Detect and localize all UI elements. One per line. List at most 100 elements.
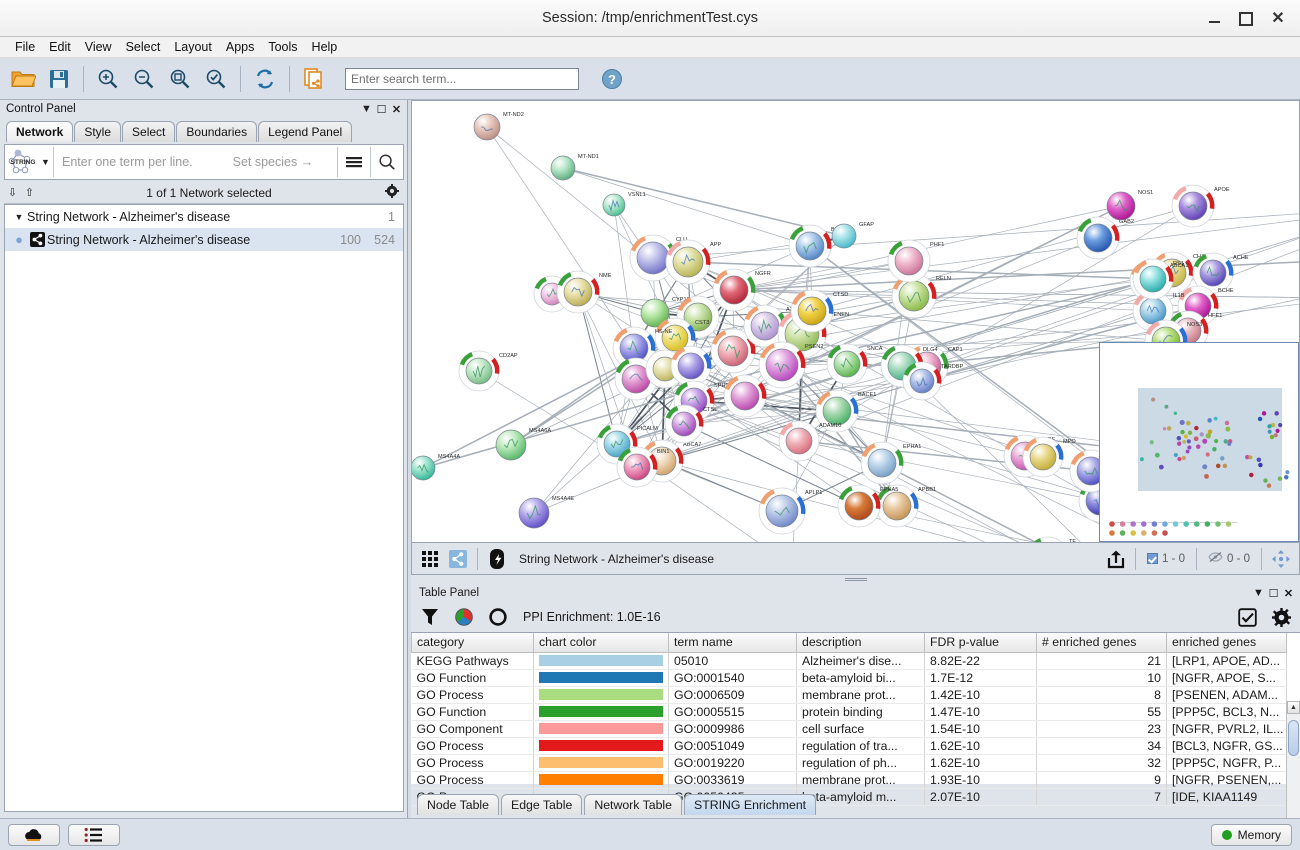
help-icon[interactable]: ?: [595, 62, 629, 96]
node-circle[interactable]: [1106, 191, 1136, 221]
string-dropdown-caret-icon[interactable]: ▼: [41, 157, 50, 167]
network-canvas[interactable]: MT-ND2 MT-ND1 VSNL1 CD2AP MS4A4A MS4A6A MS4A4E…: [412, 101, 1299, 542]
network-node[interactable]: APLP1: [758, 487, 822, 535]
column-header-fdr-pvalue[interactable]: FDR p-value: [924, 633, 1037, 653]
network-node[interactable]: APP: [665, 239, 721, 285]
network-node[interactable]: GFAP: [831, 222, 874, 249]
network-node[interactable]: APOE: [1171, 184, 1230, 228]
network-node[interactable]: TF: [1027, 536, 1076, 542]
expand-twisty-icon[interactable]: ▼: [14, 211, 24, 222]
grid-layout-icon[interactable]: [416, 546, 444, 572]
column-header-description[interactable]: description: [796, 633, 925, 653]
network-minimap[interactable]: [1099, 342, 1299, 542]
select-all-checkbox-icon[interactable]: [1234, 604, 1260, 630]
close-button[interactable]: ✕: [1271, 9, 1285, 27]
node-circle[interactable]: [1029, 443, 1057, 471]
node-circle[interactable]: [765, 348, 799, 382]
table-float-icon[interactable]: ☐: [1268, 587, 1279, 600]
node-circle[interactable]: [672, 246, 704, 278]
network-node[interactable]: EPHA5: [837, 484, 898, 528]
network-node[interactable]: ADAM10: [778, 420, 841, 462]
network-node[interactable]: RELN: [891, 273, 951, 319]
table-row[interactable]: GO Process GO:0051049 regulation of tra...…: [411, 737, 1287, 755]
network-node[interactable]: NOTCH1: [723, 374, 789, 418]
table-chevron-down-icon[interactable]: ▼: [1253, 587, 1264, 599]
network-node[interactable]: VSNL1: [602, 192, 646, 217]
donut-chart-icon[interactable]: [485, 604, 511, 630]
network-node[interactable]: MS4A4E: [518, 496, 574, 529]
table-row[interactable]: GO Process GO:0033619 membrane prot... 1.93…: [411, 771, 1287, 789]
node-circle[interactable]: [1083, 223, 1113, 253]
network-node[interactable]: MAPT: [710, 328, 771, 374]
node-circle[interactable]: [719, 275, 749, 305]
column-header-chart-color[interactable]: chart color: [533, 633, 669, 653]
tree-row-network[interactable]: ● String Network - Alzheimer's disease 1…: [5, 228, 403, 251]
node-circle[interactable]: [882, 491, 912, 521]
network-node[interactable]: EPHA1: [860, 441, 921, 485]
string-query-input[interactable]: Enter one term per line. Set species →: [54, 155, 337, 169]
column-header-enriched-genes[interactable]: enriched genes: [1166, 633, 1287, 653]
tab-style[interactable]: Style: [74, 121, 122, 142]
network-node[interactable]: PSEN2: [758, 341, 823, 389]
tab-network-table[interactable]: Network Table: [584, 794, 683, 815]
node-circle[interactable]: [785, 427, 813, 455]
zoom-in-icon[interactable]: [91, 62, 125, 96]
node-circle[interactable]: [683, 302, 713, 332]
menu-tools[interactable]: Tools: [268, 40, 298, 54]
network-node[interactable]: MT-ND2: [473, 112, 524, 141]
export-network-icon[interactable]: [297, 62, 331, 96]
network-node[interactable]: CYP19A1: [640, 297, 697, 328]
float-panel-icon[interactable]: ☐: [376, 103, 387, 116]
node-circle[interactable]: [844, 491, 874, 521]
node-circle[interactable]: [636, 241, 670, 275]
collapse-all-icon[interactable]: ⇩: [7, 187, 18, 199]
node-circle[interactable]: [623, 453, 651, 481]
zoom-fit-icon[interactable]: [163, 62, 197, 96]
node-circle[interactable]: [640, 298, 670, 328]
tab-node-table[interactable]: Node Table: [417, 794, 499, 815]
task-list-icon[interactable]: [68, 823, 120, 846]
table-row[interactable]: GO Function GO:0005515 protein binding 1.47…: [411, 703, 1287, 721]
network-share-icon[interactable]: [444, 546, 472, 572]
network-node[interactable]: PHF1: [887, 239, 944, 283]
menu-edit[interactable]: Edit: [49, 40, 71, 54]
settings-gear-icon[interactable]: [1268, 604, 1294, 630]
hamburger-icon[interactable]: [338, 145, 370, 179]
zoom-selected-icon[interactable]: [199, 62, 233, 96]
network-node[interactable]: TARDBP: [902, 361, 964, 401]
column-header-term-name[interactable]: term name: [668, 633, 797, 653]
tree-row-root[interactable]: ▼ String Network - Alzheimer's disease 1: [5, 205, 403, 228]
table-row[interactable]: GO Component GO:0009986 cell surface 1.54E-…: [411, 720, 1287, 738]
chevron-down-icon[interactable]: ▼: [361, 103, 372, 115]
network-node[interactable]: SNCA: [826, 343, 883, 385]
maximize-button[interactable]: [1230, 5, 1262, 33]
zoom-out-icon[interactable]: [127, 62, 161, 96]
refresh-icon[interactable]: [248, 62, 282, 96]
network-node[interactable]: CTSL: [664, 404, 717, 444]
network-node[interactable]: MS4A6A: [495, 428, 551, 461]
scrollbar-thumb[interactable]: [1288, 720, 1299, 756]
table-row[interactable]: GO Function GO:0001540 beta-amyloid bi... 1…: [411, 669, 1287, 687]
column-header-enriched-count[interactable]: # enriched genes: [1036, 633, 1167, 653]
search-input[interactable]: Enter search term...: [345, 67, 579, 90]
search-icon[interactable]: [371, 145, 403, 179]
minimize-button[interactable]: [1198, 5, 1230, 33]
network-node[interactable]: MS4A4A: [412, 454, 460, 481]
menu-help[interactable]: Help: [311, 40, 338, 54]
network-node[interactable]: MT-ND1: [550, 154, 599, 181]
menu-layout[interactable]: Layout: [174, 40, 212, 54]
save-icon[interactable]: [42, 62, 76, 96]
export-image-icon[interactable]: [1102, 546, 1130, 572]
node-circle[interactable]: [717, 335, 749, 367]
node-circle[interactable]: [831, 223, 857, 249]
cloud-icon[interactable]: [8, 823, 60, 846]
close-panel-icon[interactable]: ✕: [391, 103, 402, 116]
table-row[interactable]: KEGG Pathways 05010 Alzheimer's dise... 8.8…: [411, 652, 1287, 670]
open-folder-icon[interactable]: [6, 62, 40, 96]
node-circle[interactable]: [822, 396, 852, 426]
enrichment-table[interactable]: category chart color term name descripti…: [411, 632, 1300, 833]
menu-view[interactable]: View: [84, 40, 112, 54]
network-node[interactable]: BACE1: [815, 389, 876, 433]
network-node[interactable]: NOS1: [1106, 190, 1153, 221]
network-node[interactable]: CD2AP: [458, 350, 518, 392]
